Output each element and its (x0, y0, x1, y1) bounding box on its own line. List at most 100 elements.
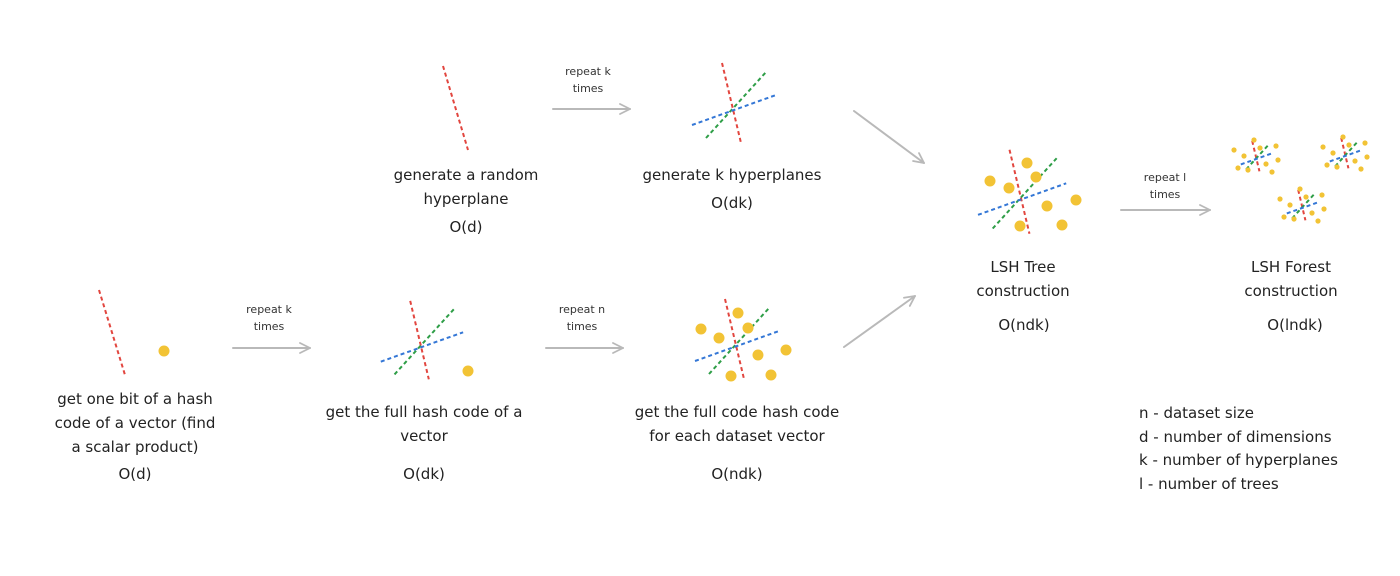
full-hash-blue-hyperplane (380, 331, 464, 363)
dataset-point-dot (732, 307, 744, 319)
forest-point-dot (1231, 147, 1237, 153)
dataset-hash-label: get the full code hash code for each dat… (612, 400, 862, 448)
lsh-forest-figure (1231, 134, 1370, 224)
lsh-tree-complexity: O(ndk) (998, 316, 1050, 334)
forest-point-dot (1235, 165, 1241, 171)
repeat-k-bottom-line-2: times (253, 320, 285, 333)
repeat-k-top-line-2: times (572, 82, 604, 95)
lsh-tree-label-line-2: construction (976, 282, 1070, 300)
tree-point-dot (1014, 220, 1026, 232)
forest-tree-1-green-hyperplane (1245, 143, 1271, 171)
full-hash-figure (380, 300, 474, 380)
tree-point-dot (1056, 219, 1068, 231)
tree-point-dot (984, 175, 996, 187)
one-bit-red-line (98, 289, 126, 376)
dataset-point-dot (695, 323, 707, 335)
lsh-forest-label-line-1: LSH Forest (1251, 258, 1331, 276)
one-bit-complexity: O(d) (118, 465, 152, 483)
k-hyperplanes-complexity: O(dk) (711, 194, 753, 212)
dataset-point-dot (752, 349, 764, 361)
full-hash-label: get the full hash code of a vector (304, 400, 544, 448)
one-bit-figure (98, 289, 170, 376)
forest-point-dot (1324, 162, 1330, 168)
forest-point-dot (1275, 157, 1281, 163)
dataset-point-dot (765, 369, 777, 381)
k-hyperplanes-label-line-1: generate k hyperplanes (642, 166, 822, 184)
forest-point-dot (1303, 194, 1309, 200)
forest-point-dot (1281, 214, 1287, 220)
legend-item-k: k - number of hyperplanes (1139, 451, 1338, 469)
forest-point-dot (1358, 166, 1364, 172)
full-hash-label-line-2: vector (400, 427, 448, 445)
forest-tree-2-blue-hyperplane (1329, 149, 1363, 163)
dataset-point-dot (725, 370, 737, 382)
full-hash-complexity: O(dk) (403, 465, 445, 483)
lsh-tree-blue-hyperplane (977, 182, 1067, 216)
dataset-hash-label-line-2: for each dataset vector (649, 427, 825, 445)
repeat-k-bottom-line-1: repeat k (246, 303, 292, 316)
repeat-l-line-2: times (1149, 188, 1181, 201)
repeat-l-line-1: repeat l (1143, 171, 1187, 184)
repeat-n-label: repeat n times (542, 301, 622, 335)
full-hash-red-hyperplane (409, 300, 430, 380)
lsh-forest-label-line-2: construction (1244, 282, 1338, 300)
dataset-point-dot (742, 322, 754, 334)
k-hyperplanes-green-hyperplane (705, 70, 768, 139)
forest-point-dot (1319, 192, 1325, 198)
forest-point-dot (1315, 218, 1321, 224)
lsh-forest-label: LSH Forest construction (1211, 255, 1371, 303)
tree-point-dot (1070, 194, 1082, 206)
forest-point-dot (1257, 145, 1263, 151)
repeat-n-line-2: times (566, 320, 598, 333)
repeat-l-label: repeat l times (1125, 169, 1205, 203)
k-hyperplanes-figure (691, 62, 777, 144)
random-hyperplane-label: generate a random hyperplane (366, 163, 566, 211)
random-hyperplane-complexity: O(d) (449, 218, 483, 236)
forest-tree-3-red-hyperplane (1297, 189, 1307, 221)
one-bit-label-line-1: get one bit of a hash (57, 390, 213, 408)
forest-point-dot (1277, 196, 1283, 202)
repeat-k-top-line-1: repeat k (565, 65, 611, 78)
dataset-hash-complexity: O(ndk) (711, 465, 763, 483)
forest-point-dot (1330, 150, 1336, 156)
dataset-hash-blue-hyperplane (694, 330, 780, 362)
lsh-tree-label-line-1: LSH Tree (990, 258, 1056, 276)
forest-point-dot (1245, 167, 1251, 173)
lsh-tree-label: LSH Tree construction (943, 255, 1103, 303)
forest-tree-2-green-hyperplane (1334, 140, 1360, 168)
dataset-hash-label-line-1: get the full code hash code (634, 403, 840, 421)
one-bit-label-line-2: code of a vector (find (54, 414, 216, 432)
k-hyperplanes-blue-hyperplane (691, 94, 777, 126)
legend-item-d: d - number of dimensions (1139, 427, 1332, 446)
repeat-k-top-label: repeat k times (548, 63, 628, 97)
forest-point-dot (1352, 158, 1358, 164)
one-bit-label-line-3: a scalar product) (71, 438, 199, 456)
repeat-k-bottom-label: repeat k times (229, 301, 309, 335)
forest-tree-2-red-hyperplane (1340, 137, 1350, 169)
dataset-point-dot (780, 344, 792, 356)
legend-item-l: l - number of trees (1139, 474, 1279, 493)
forest-tree-3-blue-hyperplane (1286, 201, 1320, 215)
forest-point-dot (1346, 142, 1352, 148)
tree-point-dot (1003, 182, 1015, 194)
legend: n - dataset size d - number of dimension… (1139, 402, 1338, 496)
random-hyperplane-red-line (442, 65, 469, 151)
forest-point-dot (1251, 137, 1257, 143)
forest-tree-1-blue-hyperplane (1240, 152, 1274, 166)
one-bit-vector-dot (158, 345, 170, 357)
full-hash-green-hyperplane (393, 308, 456, 376)
full-hash-label-line-1: get the full hash code of a (325, 403, 523, 421)
one-bit-label: get one bit of a hash code of a vector (… (35, 387, 235, 459)
k-hyperplanes-red-hyperplane (721, 62, 742, 144)
forest-point-dot (1297, 186, 1303, 192)
forest-point-dot (1287, 202, 1293, 208)
forest-point-dot (1309, 210, 1315, 216)
tree-point-dot (1041, 200, 1053, 212)
forest-point-dot (1241, 153, 1247, 159)
k-hyperplanes-label: generate k hyperplanes (617, 163, 847, 187)
dataset-hash-green-hyperplane (708, 306, 771, 375)
forest-tree-1-red-hyperplane (1251, 140, 1261, 172)
forest-point-dot (1291, 216, 1297, 222)
dataset-point-dot (713, 332, 725, 344)
forest-point-dot (1273, 143, 1279, 149)
